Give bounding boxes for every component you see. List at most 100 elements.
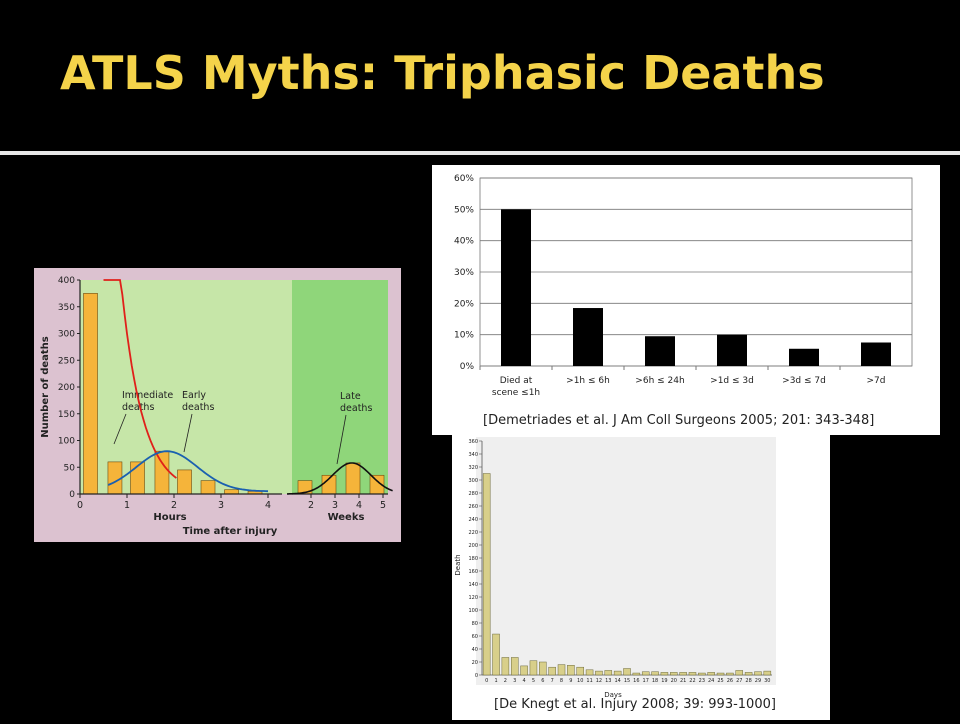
br-xtick-label: 10 bbox=[577, 678, 583, 684]
br-ytick-label: 240 bbox=[468, 517, 478, 523]
br-xtick-label: 14 bbox=[614, 678, 620, 684]
br-xtick-label: 27 bbox=[736, 678, 742, 684]
tr-bar bbox=[717, 334, 747, 366]
title-bar: ATLS Myths: Triphasic Deaths bbox=[0, 0, 960, 150]
top-right-chart: 0% 10% 20% 30% 40% 50% 60% Died at scene ≤1h >1h … bbox=[454, 174, 913, 398]
br-bar bbox=[539, 661, 547, 676]
tr-ytick-label: 40% bbox=[454, 237, 474, 247]
br-bar bbox=[576, 666, 584, 676]
left-xtick-label: 2 bbox=[308, 500, 314, 511]
immediate-pointer bbox=[113, 413, 127, 445]
br-bar bbox=[707, 672, 715, 676]
tr-bar bbox=[645, 336, 675, 366]
br-xtick-label: 5 bbox=[532, 678, 535, 684]
late-deaths-curve bbox=[287, 462, 393, 495]
left-xlabel: Time after injury bbox=[183, 526, 278, 537]
br-bar bbox=[679, 672, 687, 676]
br-bar bbox=[651, 671, 659, 676]
br-xtick-label: 1 bbox=[494, 678, 497, 684]
br-bar bbox=[557, 664, 566, 676]
immediate-label-2: deaths bbox=[122, 402, 154, 413]
late-label-1: Late bbox=[340, 391, 361, 402]
early-deaths-curve bbox=[107, 450, 269, 493]
left-weeks-label: Weeks bbox=[328, 512, 365, 523]
br-ytick-label: 300 bbox=[468, 478, 478, 484]
tr-ytick-label: 30% bbox=[454, 268, 474, 278]
left-xtick-label: 5 bbox=[380, 500, 386, 511]
br-bar bbox=[670, 672, 678, 676]
left-xtick-label: 4 bbox=[265, 500, 271, 511]
early-label-1: Early bbox=[182, 390, 206, 401]
br-ytick-label: 340 bbox=[468, 452, 478, 458]
br-bar bbox=[623, 668, 631, 676]
br-xtick-label: 19 bbox=[661, 678, 667, 684]
br-xtick-label: 8 bbox=[560, 678, 563, 684]
bottom-right-plot-area bbox=[476, 437, 776, 685]
left-xtick-label: 3 bbox=[218, 500, 224, 511]
br-xtick-label: 17 bbox=[643, 678, 649, 684]
top-right-figure: 0% 10% 20% 30% 40% 50% 60% Died at scene ≤1h >1h … bbox=[432, 165, 940, 435]
br-xtick-label: 6 bbox=[541, 678, 544, 684]
br-xtick-label: 3 bbox=[513, 678, 516, 684]
left-ytick-label: 100 bbox=[58, 437, 75, 447]
br-xtick-label: 9 bbox=[569, 678, 572, 684]
left-bar bbox=[200, 480, 216, 495]
br-ylabel: Death bbox=[454, 554, 462, 575]
br-bar bbox=[754, 671, 762, 676]
left-figure: Number of deaths Time after injury Hours… bbox=[34, 268, 401, 542]
br-bar bbox=[567, 665, 575, 676]
left-ytick-label: 0 bbox=[69, 490, 75, 500]
left-xtick-label: 1 bbox=[124, 500, 130, 511]
br-bar bbox=[688, 672, 697, 676]
br-xtick-label: 13 bbox=[605, 678, 611, 684]
br-xtick-label: 30 bbox=[764, 678, 770, 684]
br-ytick-label: 0 bbox=[475, 673, 478, 679]
br-xtick-label: 0 bbox=[485, 678, 488, 684]
left-bar bbox=[345, 462, 361, 495]
br-ytick-label: 120 bbox=[468, 595, 478, 601]
br-xtick-label: 2 bbox=[504, 678, 507, 684]
left-ylabel: Number of deaths bbox=[40, 336, 51, 438]
br-ytick-label: 180 bbox=[468, 556, 478, 562]
br-xtick-label: 4 bbox=[523, 678, 526, 684]
left-ytick-label: 400 bbox=[58, 276, 75, 286]
br-bar bbox=[660, 672, 669, 676]
late-label-2: deaths bbox=[340, 403, 372, 414]
tr-xtick-label: scene ≤1h bbox=[492, 388, 540, 398]
tr-ytick-label: 20% bbox=[454, 299, 474, 309]
br-ytick-label: 140 bbox=[468, 582, 478, 588]
tr-xtick-label: >6h ≤ 24h bbox=[635, 376, 684, 386]
br-bar bbox=[520, 665, 528, 676]
left-ytick-label: 350 bbox=[58, 303, 75, 313]
br-bar bbox=[744, 672, 753, 676]
left-ytick-label: 250 bbox=[58, 356, 75, 366]
bottom-right-figure: Death Days 0 20 40 60 80 100 120 140 160 180 200 22… bbox=[452, 435, 830, 720]
left-bar bbox=[83, 293, 98, 495]
br-ytick-label: 320 bbox=[468, 465, 478, 471]
br-xtick-label: 29 bbox=[755, 678, 761, 684]
title-divider bbox=[0, 151, 960, 155]
br-bar bbox=[548, 666, 556, 676]
br-xtick-label: 20 bbox=[671, 678, 677, 684]
br-ytick-label: 40 bbox=[472, 647, 478, 653]
tr-ytick-label: 10% bbox=[454, 331, 474, 341]
immediate-deaths-curve bbox=[103, 279, 177, 479]
br-ytick-label: 360 bbox=[468, 439, 478, 445]
tr-bar bbox=[789, 348, 819, 366]
tr-xtick-label: >3d ≤ 7d bbox=[782, 376, 826, 386]
br-xtick-label: 18 bbox=[652, 678, 658, 684]
tr-bar bbox=[861, 342, 891, 366]
br-xtick-label: 12 bbox=[596, 678, 602, 684]
br-xtick-label: 24 bbox=[708, 678, 714, 684]
left-xtick-label: 3 bbox=[332, 500, 338, 511]
br-xtick-label: 28 bbox=[745, 678, 751, 684]
tr-xtick-label: >7d bbox=[867, 376, 886, 386]
left-ytick-label: 300 bbox=[58, 330, 75, 340]
bottom-right-citation: [De Knegt et al. Injury 2008; 39: 993-10… bbox=[494, 697, 776, 712]
left-bar bbox=[107, 461, 123, 495]
br-ytick-label: 280 bbox=[468, 491, 478, 497]
tr-xtick-label: >1h ≤ 6h bbox=[566, 376, 610, 386]
bottom-right-chart: Death Days 02040608010012014016018020022… bbox=[454, 437, 776, 699]
br-xtick-label: 25 bbox=[717, 678, 723, 684]
br-bar bbox=[763, 670, 772, 676]
